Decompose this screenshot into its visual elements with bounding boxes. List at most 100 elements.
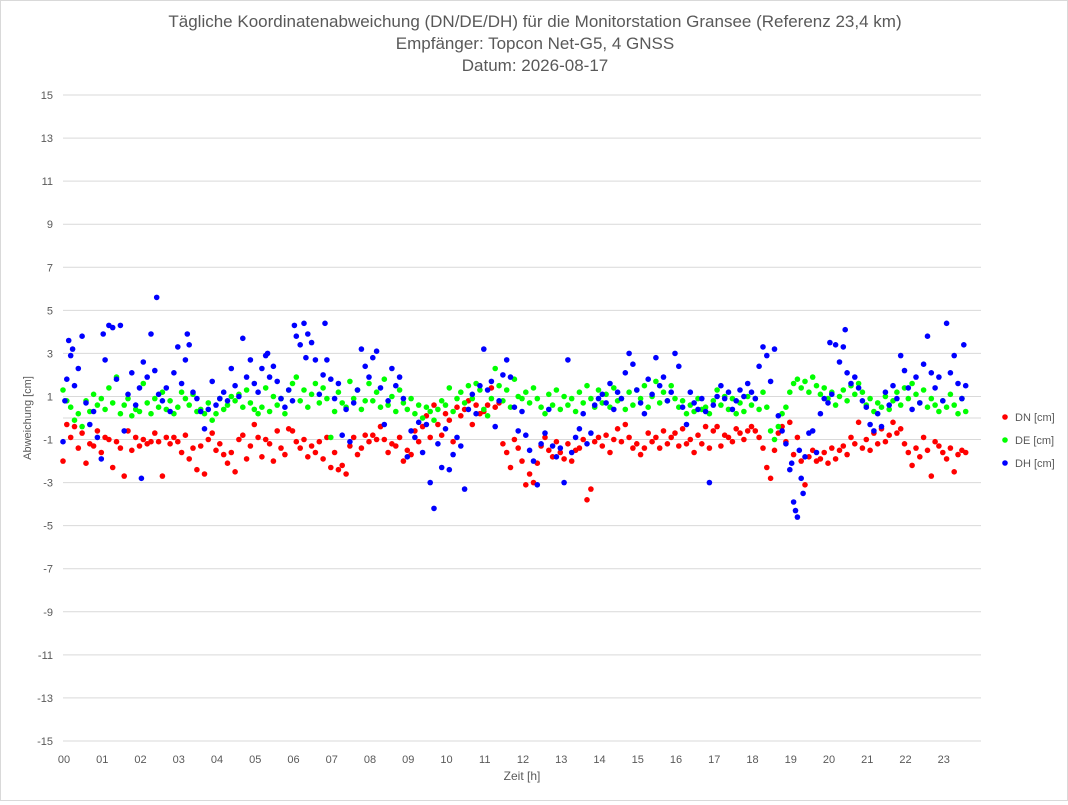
point-0-205 <box>844 451 850 458</box>
series-1 <box>60 365 969 443</box>
point-0-207 <box>852 441 858 447</box>
point-2-82 <box>331 395 338 402</box>
point-0-103 <box>454 404 460 411</box>
point-2-218 <box>832 342 839 348</box>
point-0-168 <box>702 423 709 430</box>
point-2-242 <box>920 361 927 368</box>
point-0-206 <box>848 434 854 441</box>
point-0-29 <box>171 434 177 441</box>
point-1-90 <box>404 406 411 413</box>
point-2-96 <box>385 398 391 404</box>
point-1-128 <box>549 402 556 408</box>
x-tick-label-3: 03 <box>173 754 185 766</box>
point-2-241 <box>917 400 923 406</box>
point-0-122 <box>526 471 533 477</box>
point-0-45 <box>232 469 238 475</box>
point-0-198 <box>817 456 824 462</box>
point-2-209 <box>802 454 808 460</box>
y-tick-label-10: -5 <box>43 521 53 533</box>
point-2-72 <box>301 320 307 327</box>
x-tick-label-21: 21 <box>861 754 873 766</box>
point-1-101 <box>446 385 453 391</box>
point-1-3 <box>71 417 78 424</box>
point-0-80 <box>366 438 372 445</box>
point-1-66 <box>312 380 319 387</box>
point-1-225 <box>920 387 927 393</box>
point-0-56 <box>274 428 281 434</box>
point-2-175 <box>687 389 694 396</box>
point-1-11 <box>102 406 108 413</box>
point-2-66 <box>282 404 288 411</box>
point-2-245 <box>932 385 938 391</box>
point-2-204 <box>792 507 799 514</box>
point-2-9 <box>83 400 89 406</box>
point-1-203 <box>836 393 843 400</box>
point-2-217 <box>829 391 835 398</box>
point-0-53 <box>262 436 269 443</box>
point-2-231 <box>878 423 885 430</box>
point-0-44 <box>228 449 235 456</box>
point-0-51 <box>255 434 261 441</box>
point-1-33 <box>186 402 192 408</box>
point-2-108 <box>431 505 437 512</box>
point-2-138 <box>546 406 552 413</box>
point-0-42 <box>220 451 227 458</box>
point-2-238 <box>905 385 912 391</box>
point-2-153 <box>603 400 609 406</box>
point-0-118 <box>511 436 518 443</box>
point-2-119 <box>473 410 479 417</box>
point-2-219 <box>836 359 843 365</box>
point-0-69 <box>324 434 330 441</box>
point-0-71 <box>331 449 338 456</box>
point-2-225 <box>855 385 862 391</box>
point-1-194 <box>802 378 808 385</box>
point-0-178 <box>741 436 747 443</box>
point-0-224 <box>917 454 923 460</box>
point-1-186 <box>771 436 778 443</box>
point-2-92 <box>370 354 376 361</box>
point-1-55 <box>270 393 277 400</box>
point-2-80 <box>324 357 330 363</box>
point-2-228 <box>867 421 873 428</box>
point-1-100 <box>442 402 449 408</box>
point-0-89 <box>400 458 407 464</box>
point-2-237 <box>901 367 908 374</box>
point-0-5 <box>79 430 85 436</box>
point-1-86 <box>389 393 395 400</box>
point-0-0 <box>60 458 66 464</box>
point-2-213 <box>817 410 824 417</box>
point-0-194 <box>802 482 808 488</box>
point-1-81 <box>370 398 376 404</box>
point-2-123 <box>488 378 495 385</box>
point-1-236 <box>962 408 969 415</box>
point-1-133 <box>568 395 575 402</box>
point-1-67 <box>316 400 323 406</box>
point-1-72 <box>335 389 342 396</box>
point-2-215 <box>825 400 831 406</box>
point-0-172 <box>718 443 724 449</box>
point-2-105 <box>419 449 426 456</box>
point-1-231 <box>943 404 950 411</box>
point-2-74 <box>305 331 311 337</box>
y-tick-label-8: -1 <box>43 435 53 447</box>
point-2-61 <box>264 350 271 357</box>
point-0-75 <box>347 443 353 449</box>
point-1-180 <box>748 402 755 408</box>
point-0-147 <box>622 421 629 428</box>
point-1-45 <box>232 398 238 404</box>
point-1-208 <box>855 380 862 387</box>
x-tick-labels: 00 01 02 03 04 05 06 07 08 09 10 11 12 13 14 15 16 17 18 19… <box>58 754 950 766</box>
point-2-188 <box>737 387 743 393</box>
x-tick-label-4: 04 <box>211 754 223 766</box>
point-1-223 <box>913 391 919 398</box>
point-0-211 <box>867 447 873 454</box>
point-1-124 <box>534 395 541 402</box>
point-0-213 <box>874 441 881 447</box>
point-0-66 <box>312 449 319 456</box>
point-0-133 <box>568 458 575 464</box>
point-2-126 <box>500 372 506 378</box>
point-1-228 <box>932 402 938 408</box>
point-0-35 <box>194 466 200 473</box>
point-0-146 <box>618 438 625 445</box>
x-tick-label-17: 17 <box>708 754 720 766</box>
